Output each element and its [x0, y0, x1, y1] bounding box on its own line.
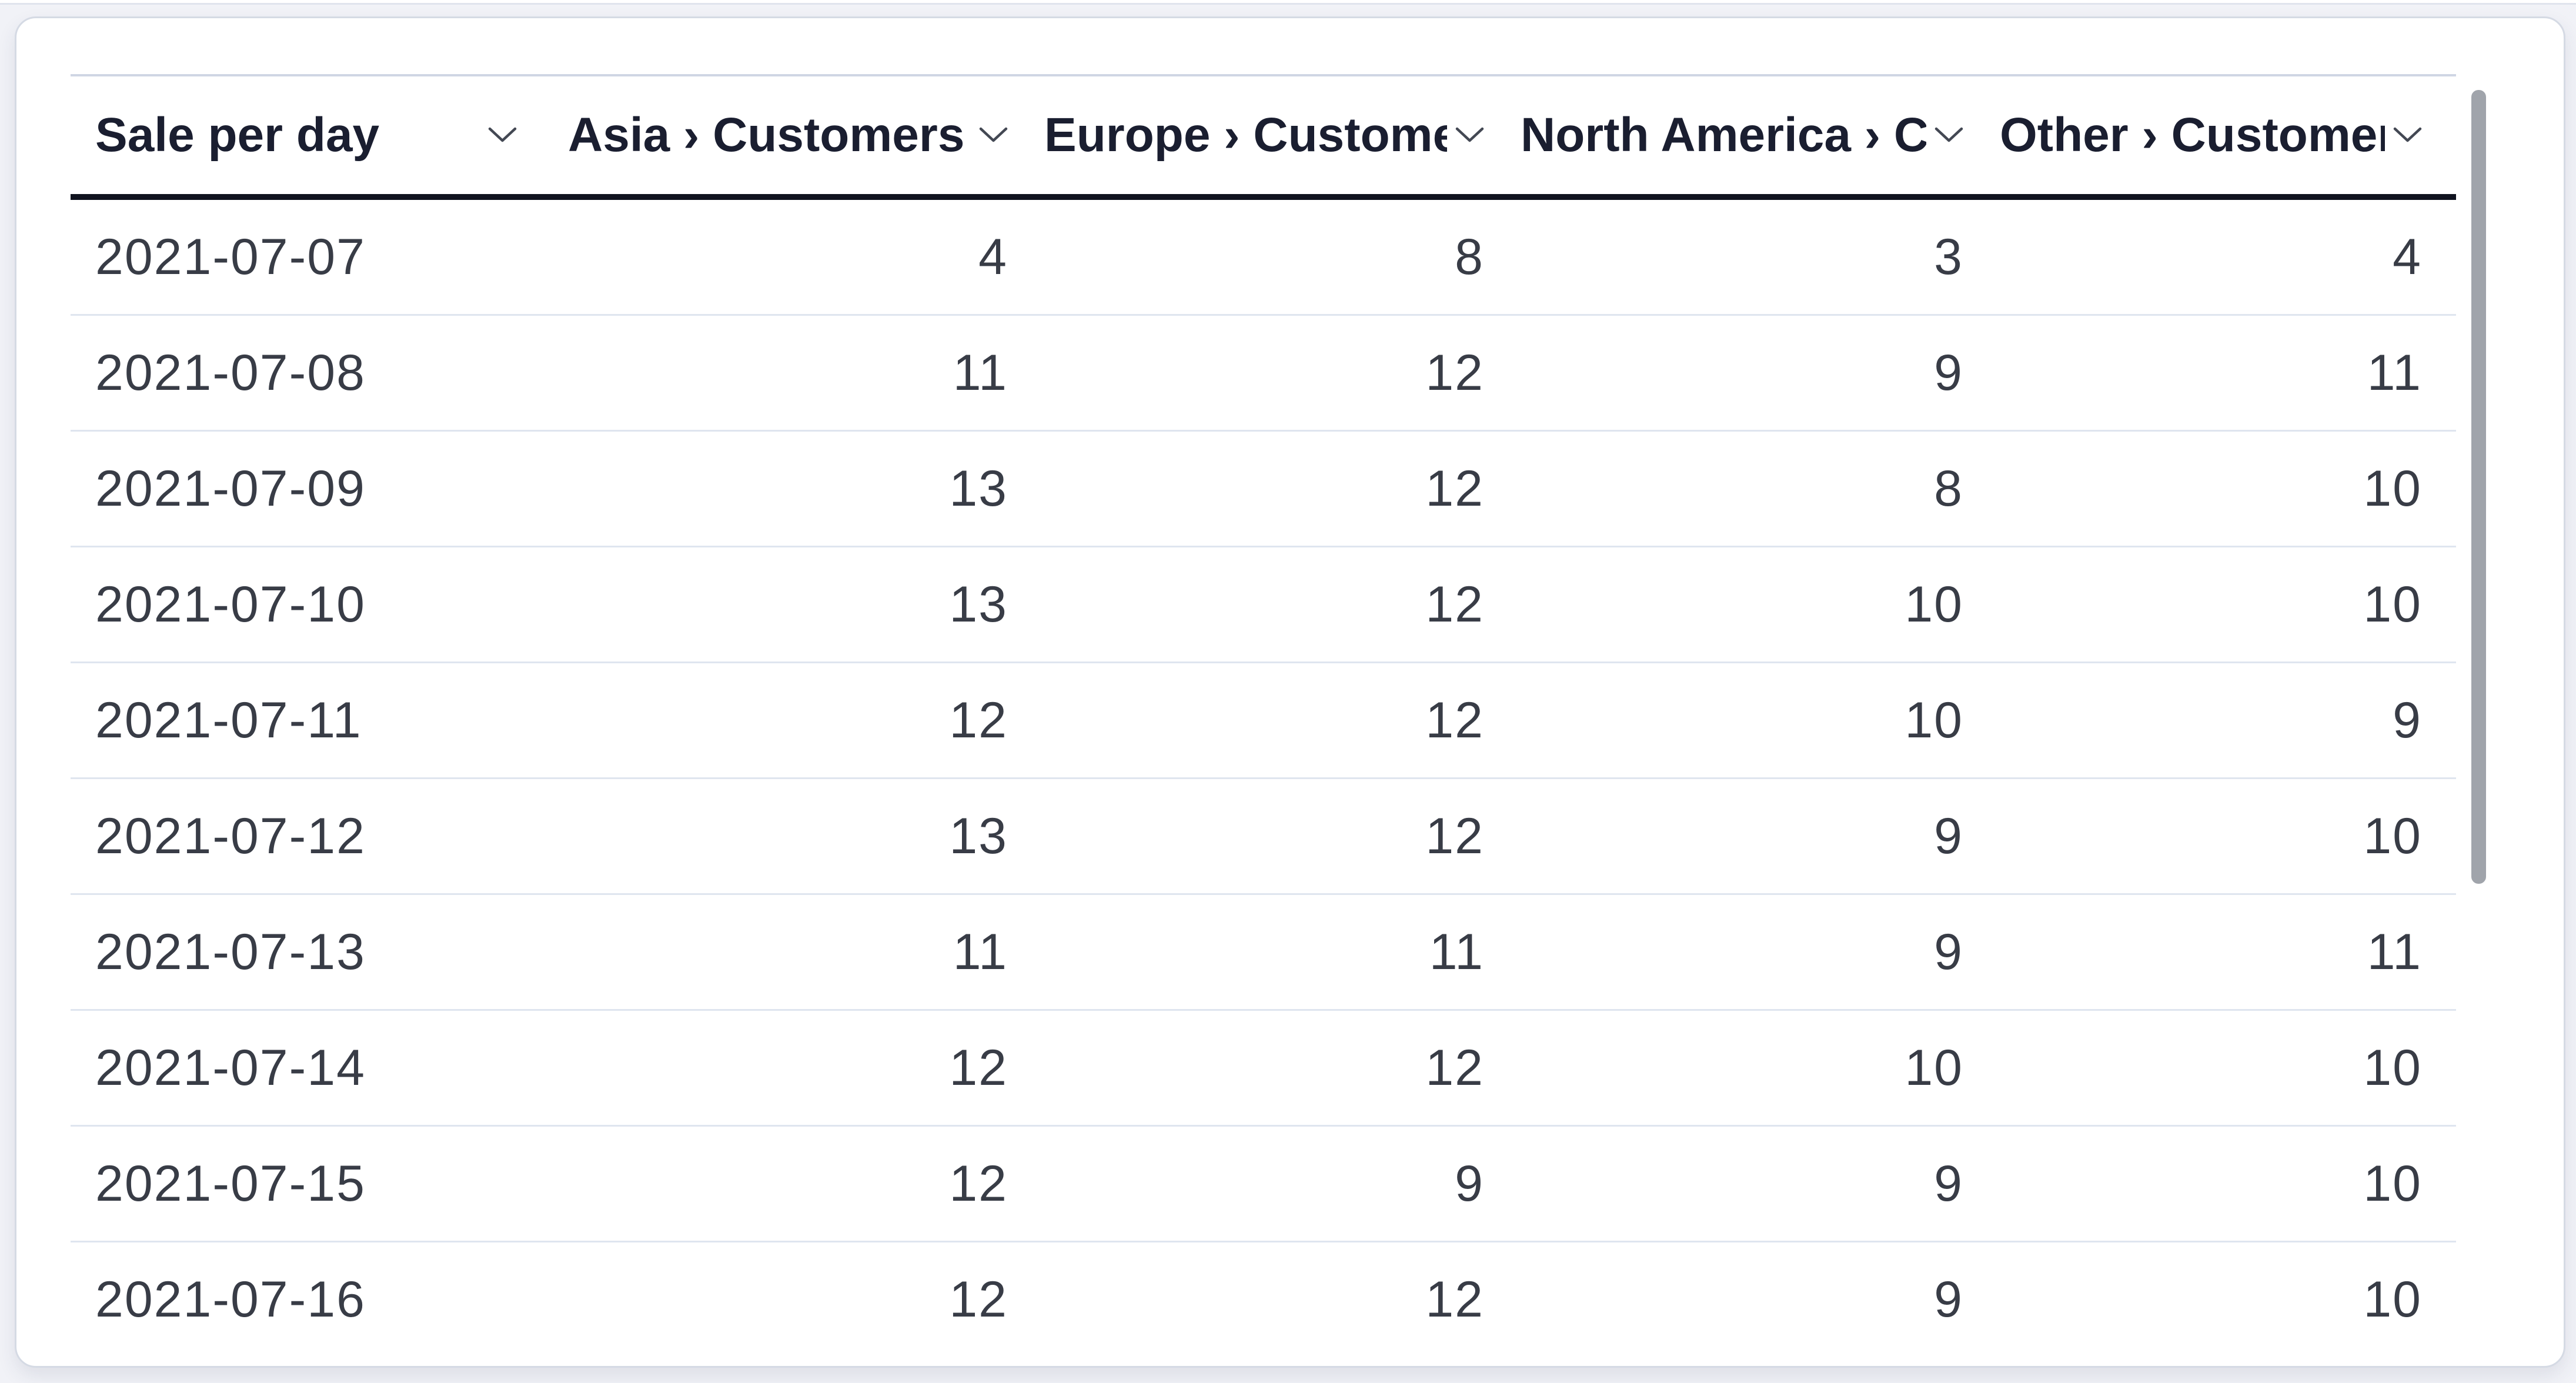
data-table: Sale per day Asia › Customers [71, 74, 2456, 1358]
date-cell: 2021-07-08 [71, 315, 550, 432]
table-row: 2021-07-08 11 12 9 11 [71, 315, 2456, 432]
value-cell: 11 [1982, 315, 2456, 432]
header-row: Sale per day Asia › Customers [71, 75, 2456, 200]
table-row: 2021-07-12 13 12 9 10 [71, 778, 2456, 895]
value-cell: 4 [550, 197, 1027, 316]
column-header-label: North America › Customers [1521, 108, 1926, 162]
column-header-label: Other › Customers [2000, 108, 2385, 162]
date-cell: 2021-07-15 [71, 1125, 550, 1242]
value-cell: 9 [1503, 315, 1982, 432]
value-cell: 11 [550, 894, 1027, 1011]
value-cell: 9 [1027, 1125, 1503, 1242]
table-row: 2021-07-16 12 12 9 10 [71, 1241, 2456, 1358]
value-cell: 12 [550, 1241, 1027, 1358]
table-row: 2021-07-13 11 11 9 11 [71, 894, 2456, 1011]
value-cell: 9 [1503, 778, 1982, 895]
date-cell: 2021-07-09 [71, 430, 550, 547]
value-cell: 9 [1503, 1125, 1982, 1242]
scrollbar-thumb[interactable] [2471, 90, 2486, 884]
value-cell: 10 [1982, 430, 2456, 547]
date-cell: 2021-07-11 [71, 662, 550, 779]
value-cell: 12 [1027, 315, 1503, 432]
value-cell: 12 [1027, 430, 1503, 547]
chevron-down-icon[interactable] [1933, 126, 1964, 145]
value-cell: 10 [1503, 662, 1982, 779]
table-row: 2021-07-15 12 9 9 10 [71, 1125, 2456, 1242]
top-edge-divider [0, 0, 2576, 5]
table-container[interactable]: Sale per day Asia › Customers [71, 74, 2456, 1366]
date-cell: 2021-07-12 [71, 778, 550, 895]
table-card: Sale per day Asia › Customers [15, 16, 2565, 1368]
value-cell: 10 [1982, 546, 2456, 663]
column-header-north-america-customers[interactable]: North America › Customers [1503, 75, 1982, 200]
column-header-asia-customers[interactable]: Asia › Customers [550, 75, 1027, 200]
value-cell: 9 [1503, 894, 1982, 1011]
value-cell: 12 [550, 662, 1027, 779]
column-header-other-customers[interactable]: Other › Customers [1982, 75, 2456, 200]
table-row: 2021-07-11 12 12 10 9 [71, 662, 2456, 779]
column-header-label: Sale per day [95, 108, 380, 162]
value-cell: 12 [550, 1125, 1027, 1242]
value-cell: 12 [1027, 1241, 1503, 1358]
value-cell: 10 [1503, 1010, 1982, 1127]
table-row: 2021-07-09 13 12 8 10 [71, 430, 2456, 547]
date-cell: 2021-07-16 [71, 1241, 550, 1358]
chevron-down-icon[interactable] [487, 126, 518, 145]
column-header-label: Asia › Customers [568, 108, 965, 162]
chevron-down-icon[interactable] [978, 126, 1009, 145]
value-cell: 3 [1503, 197, 1982, 316]
value-cell: 12 [1027, 662, 1503, 779]
column-header-sale-per-day[interactable]: Sale per day [71, 75, 550, 200]
value-cell: 10 [1982, 778, 2456, 895]
table-body: 2021-07-07 4 8 3 4 2021-07-08 11 12 9 11 2021-07-0… [71, 197, 2456, 1358]
value-cell: 10 [1982, 1125, 2456, 1242]
value-cell: 13 [550, 546, 1027, 663]
value-cell: 9 [1503, 1241, 1982, 1358]
date-cell: 2021-07-10 [71, 546, 550, 663]
chevron-down-icon[interactable] [2392, 126, 2423, 145]
value-cell: 12 [550, 1010, 1027, 1127]
column-header-europe-customers[interactable]: Europe › Customers [1027, 75, 1503, 200]
value-cell: 8 [1503, 430, 1982, 547]
table-row: 2021-07-10 13 12 10 10 [71, 546, 2456, 663]
value-cell: 8 [1027, 197, 1503, 316]
value-cell: 4 [1982, 197, 2456, 316]
value-cell: 13 [550, 430, 1027, 547]
value-cell: 12 [1027, 778, 1503, 895]
value-cell: 10 [1982, 1010, 2456, 1127]
value-cell: 11 [1982, 894, 2456, 1011]
value-cell: 10 [1982, 1241, 2456, 1358]
value-cell: 12 [1027, 1010, 1503, 1127]
table-row: 2021-07-14 12 12 10 10 [71, 1010, 2456, 1127]
value-cell: 11 [550, 315, 1027, 432]
value-cell: 10 [1503, 546, 1982, 663]
value-cell: 13 [550, 778, 1027, 895]
column-header-label: Europe › Customers [1044, 108, 1447, 162]
value-cell: 11 [1027, 894, 1503, 1011]
date-cell: 2021-07-14 [71, 1010, 550, 1127]
date-cell: 2021-07-13 [71, 894, 550, 1011]
value-cell: 12 [1027, 546, 1503, 663]
date-cell: 2021-07-07 [71, 197, 550, 316]
chevron-down-icon[interactable] [1454, 126, 1485, 145]
table-row: 2021-07-07 4 8 3 4 [71, 197, 2456, 316]
value-cell: 9 [1982, 662, 2456, 779]
